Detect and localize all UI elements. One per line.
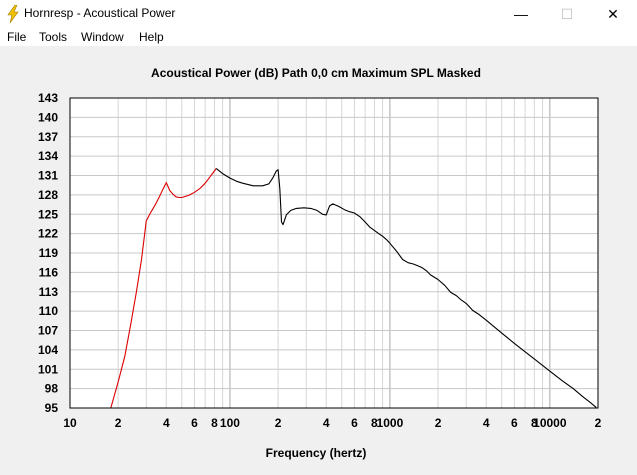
y-tick-label: 134 [38,149,58,163]
x-tick-label: 2 [595,416,602,430]
series-line-1 [110,168,217,409]
y-tick-label: 95 [45,401,59,415]
maximize-icon: ☐ [560,5,574,22]
x-tick-label: 10 [63,416,77,430]
chart: Acoustical Power (dB) Path 0,0 cm Maximu… [38,66,602,460]
window-title: Hornresp - Acoustical Power [24,6,176,20]
x-tick-label: 6 [511,416,518,430]
x-tick-label: 4 [323,416,330,430]
x-tick-label: 4 [163,416,170,430]
menu-file[interactable]: File [7,30,27,44]
y-tick-label: 131 [38,169,58,183]
y-tick-label: 128 [38,188,58,202]
y-tick-label: 122 [38,227,58,241]
close-button[interactable]: ✕ [590,0,636,28]
series-group [110,167,597,409]
y-axis-labels: 143 140 137 134 131 128 125 122 119 116 113 110 107 1… [38,91,58,415]
grid [70,98,598,408]
y-tick-label: 143 [38,91,58,105]
y-tick-label: 119 [39,246,59,260]
maximize-button[interactable]: ☐ [544,0,590,28]
lightning-icon [7,5,19,23]
y-tick-label: 104 [38,343,58,357]
x-tick-label: 4 [483,416,490,430]
y-tick-label: 137 [38,130,58,144]
chart-title: Acoustical Power (dB) Path 0,0 cm Maximu… [151,66,481,80]
menu-help[interactable]: Help [139,30,164,44]
y-tick-label: 116 [39,265,59,279]
minimize-button[interactable]: — [498,0,544,28]
x-tick-label: 10000 [533,416,567,430]
x-tick-label: 2 [275,416,282,430]
menu-window[interactable]: Window [81,30,124,44]
x-tick-label: 1000 [377,416,404,430]
y-tick-label: 98 [45,382,59,396]
minimize-icon: — [514,6,528,22]
menu-tools[interactable]: Tools [39,30,68,44]
x-tick-label: 6 [351,416,358,430]
x-tick-label: 100 [220,416,240,430]
close-icon: ✕ [607,5,619,22]
y-tick-label: 125 [38,207,58,221]
series-line-2 [215,167,597,408]
y-tick-label: 101 [38,362,58,376]
menu-bar: File Tools Window Help [0,28,637,46]
x-tick-label: 8 [371,416,378,430]
x-tick-label: 2 [115,416,122,430]
y-tick-label: 113 [39,285,59,299]
x-tick-label: 8 [531,416,538,430]
chart-canvas: Acoustical Power (dB) Path 0,0 cm Maximu… [0,46,637,475]
y-tick-label: 107 [38,324,58,338]
title-bar: Hornresp - Acoustical Power — ☐ ✕ [0,0,637,28]
y-tick-label: 110 [39,304,59,318]
x-tick-label: 2 [435,416,442,430]
x-axis-title: Frequency (hertz) [266,446,367,460]
x-tick-label: 6 [191,416,198,430]
plot-frame [69,97,599,409]
x-tick-label: 8 [211,416,218,430]
y-tick-label: 140 [38,110,58,124]
